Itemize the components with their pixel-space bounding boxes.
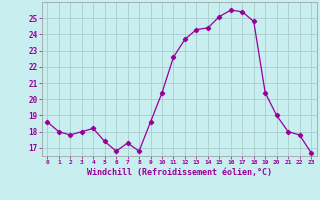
X-axis label: Windchill (Refroidissement éolien,°C): Windchill (Refroidissement éolien,°C) xyxy=(87,168,272,177)
